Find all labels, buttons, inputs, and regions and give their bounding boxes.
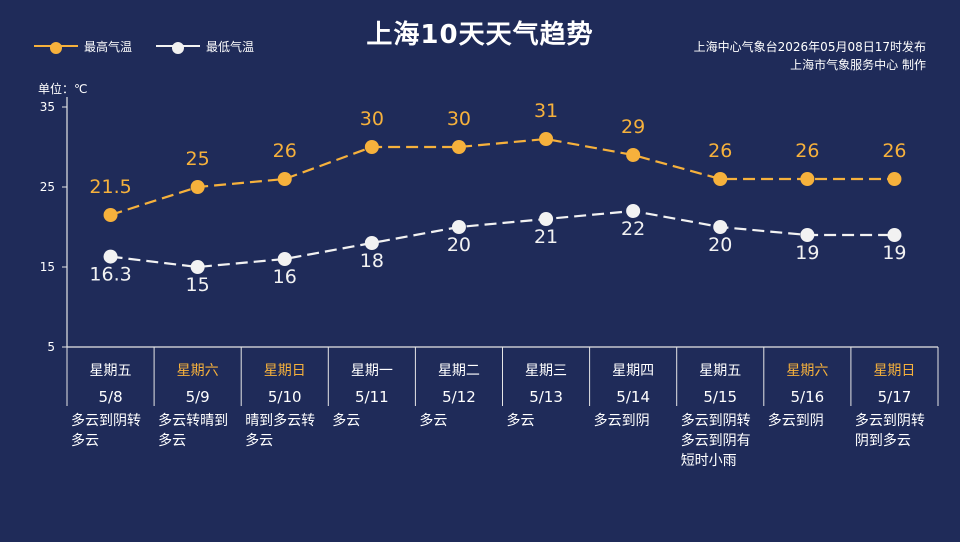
weather-description: 多云到阴转 多云 bbox=[71, 413, 141, 449]
low-temp-label: 16.3 bbox=[89, 264, 131, 286]
high-temp-point bbox=[713, 172, 728, 186]
weekday-label: 星期五 bbox=[89, 363, 132, 379]
low-temp-label: 19 bbox=[795, 242, 819, 264]
low-temp-point bbox=[277, 252, 292, 266]
low-temp-label: 16 bbox=[273, 266, 297, 288]
high-temp-point bbox=[887, 172, 902, 186]
low-temp-label: 21 bbox=[534, 226, 558, 248]
high-temp-label: 30 bbox=[447, 108, 471, 130]
low-temp-label: 22 bbox=[621, 218, 645, 240]
low-temp-label: 20 bbox=[708, 234, 732, 256]
weather-description: 多云到阴 bbox=[767, 413, 824, 429]
legend-low-line bbox=[156, 41, 201, 54]
high-temp-label: 26 bbox=[882, 140, 906, 162]
producer-text: 上海市气象服务中心 制作 bbox=[790, 58, 926, 72]
low-temp-point bbox=[626, 204, 641, 218]
low-temp-point bbox=[451, 220, 466, 234]
high-temp-point bbox=[103, 208, 118, 222]
weather-description: 多云 bbox=[332, 413, 361, 429]
legend-low: 最低气温 bbox=[156, 38, 254, 55]
date-label: 5/17 bbox=[877, 388, 912, 406]
y-tick-label: 35 bbox=[40, 100, 55, 114]
date-label: 5/9 bbox=[185, 388, 210, 406]
weekday-label: 星期二 bbox=[437, 363, 480, 379]
low-temp-line bbox=[110, 209, 895, 269]
y-tick-label: 15 bbox=[40, 260, 55, 274]
high-temp-label: 31 bbox=[534, 100, 558, 122]
weekday-label: 星期六 bbox=[786, 363, 829, 379]
chart-title: 上海10天天气趋势 bbox=[366, 20, 594, 50]
high-temp-point bbox=[800, 172, 815, 186]
issued-text: 上海中心气象台2026年05月08日17时发布 bbox=[693, 40, 926, 54]
date-label: 5/15 bbox=[703, 388, 738, 406]
high-temp-label: 30 bbox=[360, 108, 384, 130]
low-temp-label: 18 bbox=[360, 250, 384, 272]
high-temp-point bbox=[539, 132, 554, 146]
high-temp-label: 26 bbox=[708, 140, 732, 162]
legend-low-label: 最低气温 bbox=[206, 40, 255, 54]
date-label: 5/13 bbox=[529, 388, 563, 406]
weather-description: 多云 bbox=[419, 413, 448, 429]
weather-description: 多云 bbox=[506, 413, 535, 429]
date-label: 5/8 bbox=[98, 388, 123, 406]
high-temp-line bbox=[110, 137, 895, 217]
chart-legend: 最高气温 最低气温 bbox=[34, 38, 254, 55]
high-temp-label: 25 bbox=[186, 148, 210, 170]
low-temp-label: 20 bbox=[447, 234, 471, 256]
high-temp-label: 21.5 bbox=[89, 176, 131, 198]
high-temp-label: 26 bbox=[273, 140, 297, 162]
date-label: 5/14 bbox=[616, 388, 650, 406]
weather-description: 多云到阴转 阴到多云 bbox=[854, 413, 925, 449]
y-tick-label: 25 bbox=[40, 180, 55, 194]
unit-label: 单位：℃ bbox=[38, 82, 88, 96]
date-label: 5/10 bbox=[267, 388, 302, 406]
low-temp-point bbox=[887, 228, 902, 242]
weather-description: 多云转晴到 多云 bbox=[158, 413, 229, 449]
date-label: 5/16 bbox=[790, 388, 825, 406]
date-label: 5/11 bbox=[355, 388, 389, 406]
high-temp-point bbox=[190, 180, 205, 194]
weather-description: 多云到阴转 多云到阴有 短时小雨 bbox=[680, 413, 751, 469]
weather-description: 晴到多云转 多云 bbox=[245, 413, 316, 449]
high-temp-point bbox=[364, 140, 379, 154]
weekday-label: 星期五 bbox=[699, 363, 742, 379]
weekday-label: 星期日 bbox=[873, 363, 916, 379]
low-temp-point bbox=[103, 249, 118, 264]
low-temp-point bbox=[364, 236, 379, 250]
high-temp-label: 29 bbox=[621, 116, 645, 138]
low-temp-point bbox=[190, 260, 205, 274]
high-temp-point bbox=[277, 172, 292, 186]
legend-high: 最高气温 bbox=[34, 38, 132, 55]
legend-high-line bbox=[34, 41, 78, 54]
meta-info: 上海中心气象台2026年05月08日17时发布 上海市气象服务中心 制作 bbox=[694, 38, 926, 74]
weekday-label: 星期四 bbox=[612, 363, 655, 379]
y-tick-label: 5 bbox=[47, 340, 55, 354]
weekday-label: 星期一 bbox=[350, 363, 393, 379]
weekday-label: 星期三 bbox=[525, 363, 568, 379]
low-temp-point bbox=[800, 228, 815, 242]
weekday-label: 星期日 bbox=[263, 363, 306, 379]
high-temp-label: 26 bbox=[795, 140, 819, 162]
weather-description: 多云到阴 bbox=[593, 413, 650, 429]
date-label: 5/12 bbox=[442, 388, 476, 406]
low-temp-point bbox=[539, 212, 554, 226]
low-temp-point bbox=[713, 220, 728, 234]
high-temp-point bbox=[626, 148, 641, 162]
low-temp-label: 19 bbox=[882, 242, 906, 264]
low-temp-label: 15 bbox=[186, 274, 210, 296]
weekday-label: 星期六 bbox=[176, 363, 219, 379]
high-temp-point bbox=[451, 140, 466, 154]
legend-high-label: 最高气温 bbox=[84, 40, 133, 54]
